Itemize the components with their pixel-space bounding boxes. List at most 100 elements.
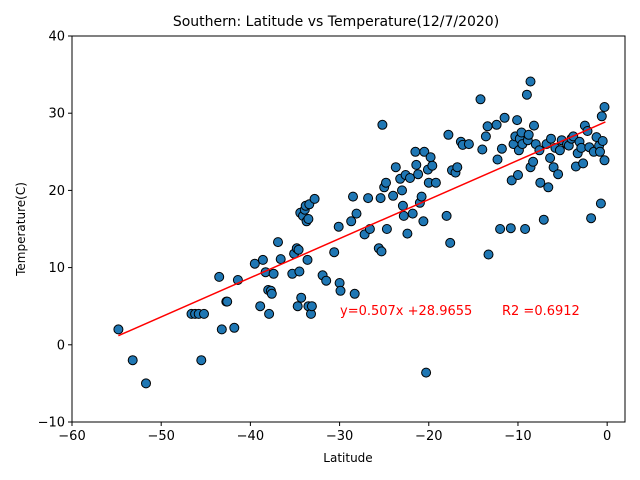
x-tick-label: −50 xyxy=(147,429,174,444)
data-point xyxy=(495,224,506,234)
x-tick-label: −40 xyxy=(237,429,264,444)
data-point xyxy=(348,191,358,202)
data-point xyxy=(505,223,516,234)
data-point xyxy=(419,146,430,157)
data-point xyxy=(597,136,608,146)
data-point xyxy=(595,146,605,157)
data-point xyxy=(294,266,305,277)
regression-equation: y=0.507x +28.9655 xyxy=(340,304,472,319)
data-point xyxy=(349,288,360,299)
data-point xyxy=(499,112,510,123)
y-tick-label: 40 xyxy=(48,30,65,45)
x-tick-label: 0 xyxy=(603,429,611,444)
data-point xyxy=(127,355,138,366)
data-point xyxy=(275,254,286,265)
data-point xyxy=(477,144,488,155)
data-point xyxy=(578,158,589,169)
data-point xyxy=(268,268,279,279)
data-point xyxy=(113,324,124,335)
data-point xyxy=(407,208,418,219)
data-point xyxy=(599,102,610,112)
data-point xyxy=(463,139,474,150)
data-point xyxy=(296,292,307,303)
data-point xyxy=(376,246,387,257)
data-point xyxy=(548,162,559,173)
data-point xyxy=(586,213,597,224)
data-point xyxy=(599,155,610,166)
data-point xyxy=(306,301,317,312)
data-point xyxy=(381,224,392,234)
data-point xyxy=(292,301,303,312)
data-point xyxy=(535,177,546,188)
data-point xyxy=(329,247,340,258)
data-point xyxy=(199,308,209,319)
data-point xyxy=(264,308,275,319)
data-point xyxy=(335,285,346,296)
data-point xyxy=(216,324,227,335)
data-point xyxy=(257,254,268,265)
data-point xyxy=(445,237,456,248)
data-point xyxy=(390,162,401,173)
chart-title: Southern: Latitude vs Temperature(12/7/2… xyxy=(173,14,499,30)
data-point xyxy=(388,190,399,201)
data-point xyxy=(512,115,523,126)
data-point xyxy=(553,169,564,180)
data-point xyxy=(528,156,539,167)
data-point xyxy=(410,146,421,157)
data-point xyxy=(381,177,391,188)
data-point xyxy=(483,249,494,260)
data-point xyxy=(375,193,386,204)
data-point xyxy=(491,119,502,130)
data-point xyxy=(543,182,554,193)
data-point xyxy=(377,119,388,130)
data-point xyxy=(538,214,549,225)
data-point xyxy=(521,89,532,100)
data-point xyxy=(482,121,493,132)
data-points xyxy=(113,76,610,389)
data-point xyxy=(255,301,266,312)
data-point xyxy=(520,224,531,234)
y-tick-label: −10 xyxy=(38,416,65,431)
data-point xyxy=(427,160,438,171)
data-point xyxy=(416,191,427,202)
x-axis: −60 −50 −40 −30 −20 −10 0 xyxy=(58,422,611,444)
data-point xyxy=(351,208,362,219)
data-point xyxy=(363,193,374,204)
data-point xyxy=(529,120,539,131)
data-point xyxy=(397,185,407,196)
data-point xyxy=(196,355,207,366)
y-tick-label: 20 xyxy=(48,184,65,199)
data-point xyxy=(413,169,424,180)
data-point xyxy=(411,159,422,170)
data-point xyxy=(402,228,413,239)
data-point xyxy=(506,175,517,186)
data-point xyxy=(398,210,409,221)
data-point xyxy=(421,367,432,378)
data-point xyxy=(229,322,240,333)
y-axis: −10 0 10 20 30 40 xyxy=(38,30,72,431)
data-point xyxy=(321,275,332,286)
data-point xyxy=(523,129,534,140)
data-point xyxy=(302,254,313,265)
data-point xyxy=(525,76,536,87)
data-point xyxy=(333,221,344,232)
data-point xyxy=(546,133,556,144)
data-point xyxy=(545,153,556,163)
x-tick-label: −20 xyxy=(415,429,442,444)
y-tick-label: 10 xyxy=(48,261,65,276)
y-tick-label: 30 xyxy=(48,107,65,122)
data-point xyxy=(266,288,277,299)
data-point xyxy=(496,143,507,154)
x-tick-label: −10 xyxy=(504,429,531,444)
data-point xyxy=(214,271,225,282)
data-point xyxy=(222,296,233,307)
x-tick-label: −30 xyxy=(326,429,353,444)
data-point xyxy=(441,210,452,221)
r-squared-label: R2 =0.6912 xyxy=(502,304,580,319)
regression-line xyxy=(118,121,606,337)
plot-frame xyxy=(71,35,626,423)
data-point xyxy=(596,111,607,122)
data-point xyxy=(141,378,151,389)
data-point xyxy=(293,244,304,255)
